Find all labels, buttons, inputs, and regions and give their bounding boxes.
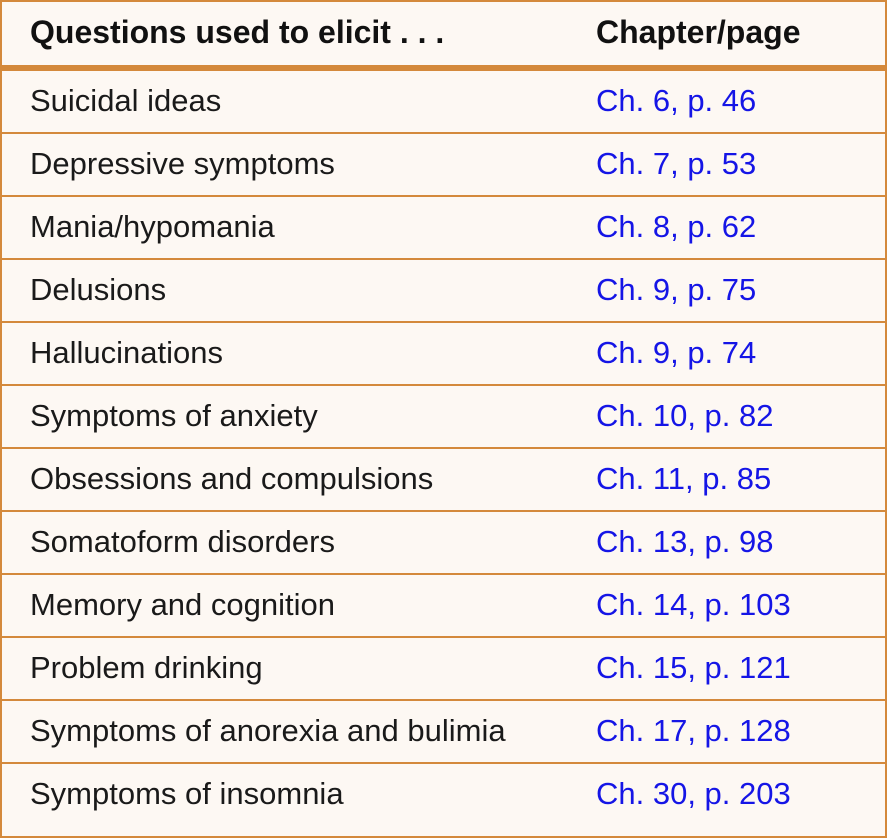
table-row: Obsessions and compulsions Ch. 11, p. 85 (2, 449, 885, 512)
row-topic: Somatoform disorders (30, 524, 335, 559)
table-row: Somatoform disorders Ch. 13, p. 98 (2, 512, 885, 575)
table-row: Hallucinations Ch. 9, p. 74 (2, 323, 885, 386)
table-row: Symptoms of insomnia Ch. 30, p. 203 (2, 764, 885, 825)
row-topic: Symptoms of anorexia and bulimia (30, 713, 506, 748)
table-row: Delusions Ch. 9, p. 75 (2, 260, 885, 323)
column-header-chapter-page: Chapter/page (596, 14, 801, 50)
table-row: Problem drinking Ch. 15, p. 121 (2, 638, 885, 701)
table-header: Questions used to elicit . . . Chapter/p… (2, 2, 885, 71)
chapter-page-link[interactable]: Ch. 15, p. 121 (596, 650, 791, 685)
row-topic: Symptoms of anxiety (30, 398, 318, 433)
chapter-page-link[interactable]: Ch. 9, p. 74 (596, 335, 757, 370)
chapter-page-link[interactable]: Ch. 7, p. 53 (596, 146, 757, 181)
table-row: Suicidal ideas Ch. 6, p. 46 (2, 71, 885, 134)
table-row: Symptoms of anorexia and bulimia Ch. 17,… (2, 701, 885, 764)
chapter-page-link[interactable]: Ch. 11, p. 85 (596, 461, 772, 496)
table-row: Mania/hypomania Ch. 8, p. 62 (2, 197, 885, 260)
chapter-page-link[interactable]: Ch. 8, p. 62 (596, 209, 757, 244)
chapter-page-link[interactable]: Ch. 13, p. 98 (596, 524, 774, 559)
row-topic: Suicidal ideas (30, 83, 222, 118)
table-row: Symptoms of anxiety Ch. 10, p. 82 (2, 386, 885, 449)
row-topic: Symptoms of insomnia (30, 776, 344, 811)
chapter-page-link[interactable]: Ch. 17, p. 128 (596, 713, 791, 748)
table-row: Memory and cognition Ch. 14, p. 103 (2, 575, 885, 638)
chapter-page-link[interactable]: Ch. 6, p. 46 (596, 83, 757, 118)
table-row: Depressive symptoms Ch. 7, p. 53 (2, 134, 885, 197)
row-topic: Mania/hypomania (30, 209, 275, 244)
row-topic: Obsessions and compulsions (30, 461, 434, 496)
chapter-page-link[interactable]: Ch. 10, p. 82 (596, 398, 774, 433)
row-topic: Depressive symptoms (30, 146, 335, 181)
row-topic: Delusions (30, 272, 167, 307)
column-header-topic: Questions used to elicit . . . (30, 14, 445, 50)
chapter-page-link[interactable]: Ch. 14, p. 103 (596, 587, 791, 622)
chapter-page-link[interactable]: Ch. 9, p. 75 (596, 272, 757, 307)
row-topic: Memory and cognition (30, 587, 335, 622)
row-topic: Problem drinking (30, 650, 263, 685)
chapter-page-link[interactable]: Ch. 30, p. 203 (596, 776, 791, 811)
row-topic: Hallucinations (30, 335, 223, 370)
